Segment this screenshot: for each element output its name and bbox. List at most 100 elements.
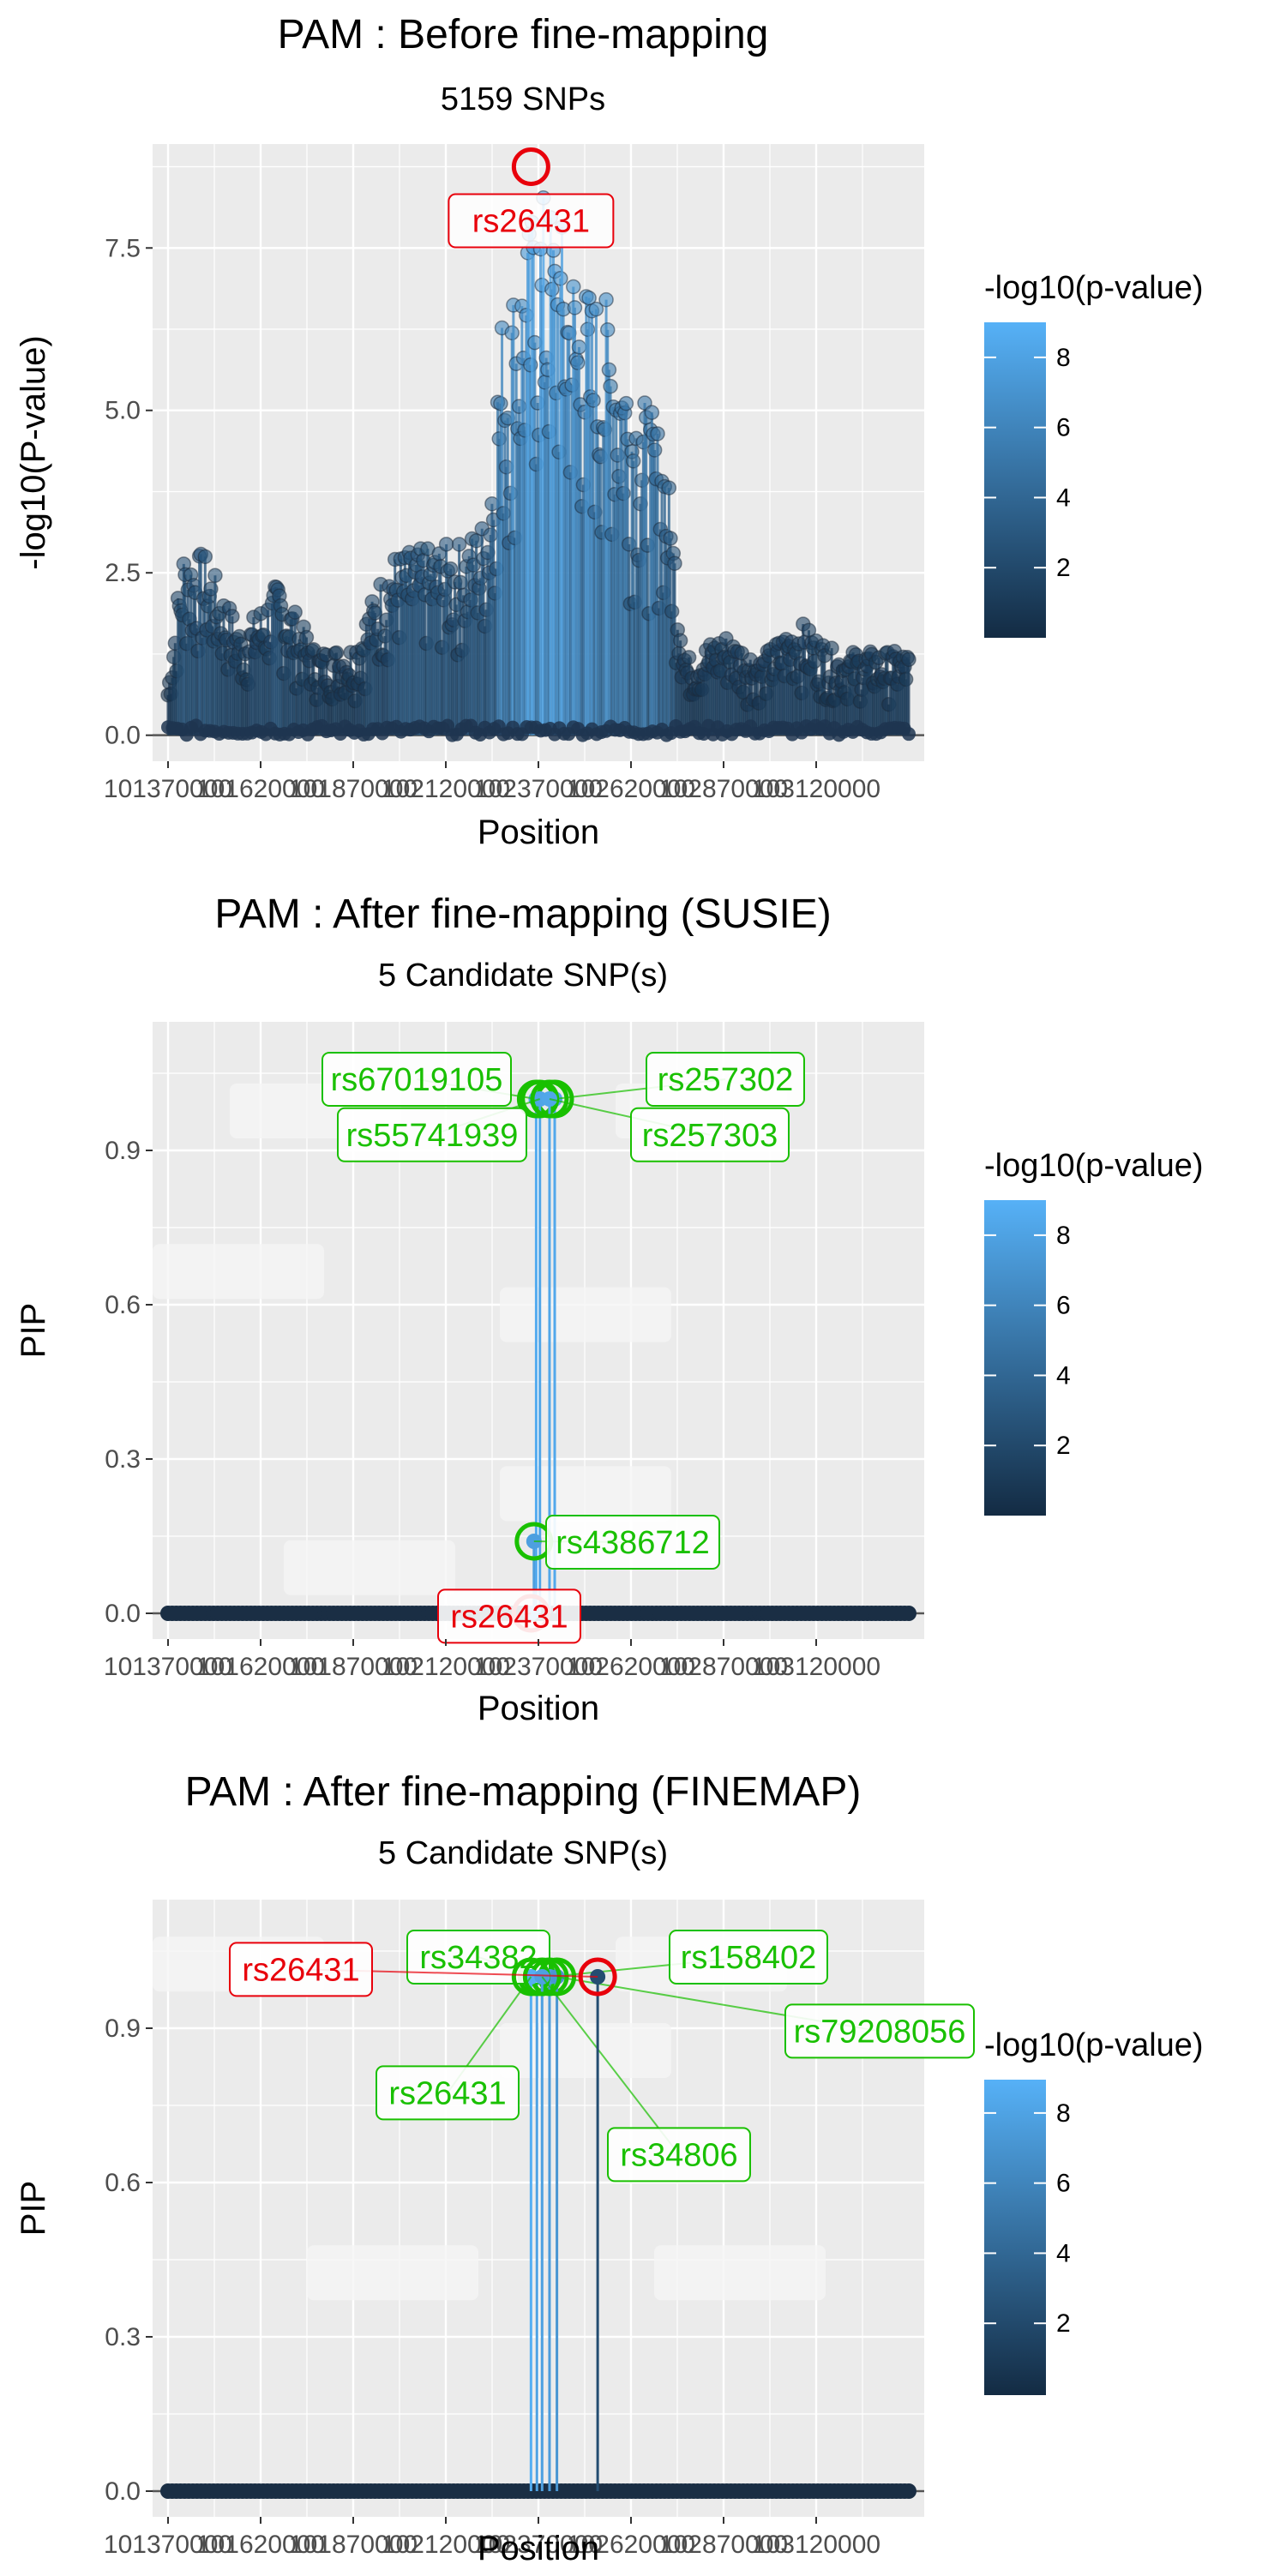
x-tick-label: 101370000 [104,1653,232,1681]
panel-3-title: PAM : After fine-mapping (FINEMAP) [185,1769,862,1815]
snp-point [618,395,634,411]
candidate-label-box [545,1515,720,1570]
lead-snp-label-box [448,193,615,249]
panel-2-legend: -log10(p-value) 2 4 6 8 [984,1148,1204,1516]
lead-snp-ring [511,147,550,187]
pip-baseline-point [901,1606,916,1621]
snp-point [650,426,665,441]
candidate-label-box [437,1588,581,1644]
legend-3-ticks: 2 4 6 8 [984,2099,1071,2338]
snp-point [625,453,641,469]
candidate-label: rs26431 [242,1952,359,1988]
snp-point [646,442,663,458]
x-tick-label: 102870000 [659,1653,788,1681]
snp-point [225,609,240,624]
panel-1-title: PAM : Before fine-mapping [278,12,769,57]
snp-point [553,270,568,286]
panel-1: PAM : Before fine-mapping 5159 SNPs rs26… [15,12,1204,851]
candidate-label-box [322,1052,512,1107]
candidate-label-box [646,1052,805,1107]
snp-point [598,291,614,308]
candidate-label-box [630,1107,790,1162]
candidate-label: rs79208056 [794,2014,966,2050]
x-tick-label: 103120000 [752,1653,880,1681]
legend-1-ticks: 2 4 6 8 [984,344,1071,582]
snp-point [644,405,660,420]
candidate-label: rs34806 [620,2137,737,2173]
x-tick-label: 101620000 [196,775,325,803]
candidate-label-box [784,2003,975,2059]
candidate-label: rs26431 [388,2075,506,2111]
legend-tick-label: 8 [1056,2099,1071,2128]
x-tick-label: 101620000 [196,2531,325,2559]
legend-2-ticks: 2 4 6 8 [984,1222,1071,1460]
x-tick-label: 103120000 [752,775,880,803]
panel-2-subtitle: 5 Candidate SNP(s) [378,958,668,994]
legend-tick-label: 2 [1056,1432,1071,1460]
snp-point [207,567,223,583]
snp-point [287,604,303,620]
legend-3-colorbar [984,2080,1046,2395]
panel-2-y-axis-label: PIP [15,1303,52,1358]
x-tick-label: 102370000 [474,1653,603,1681]
snp-point [571,339,587,355]
candidate-label-box [607,2127,751,2183]
panel-3-subtitle: 5 Candidate SNP(s) [378,1835,668,1871]
ghost-label-box [654,2245,826,2301]
candidate-label-box [229,1942,373,1997]
x-tick-label: 102120000 [382,775,510,803]
panel-3-x-axis-label: Position [478,2530,599,2567]
panel-3-marks: rs34382 rs158402 rs79208056 rs26431 rs34806 r… [153,1930,975,2499]
panel-1-axes: 0.02.55.07.51013700001016200001018700001… [104,234,880,803]
legend-tick-label: 8 [1056,344,1071,372]
panel-1-legend: -log10(p-value) 2 4 6 8 [984,270,1204,638]
panel-3: PAM : After fine-mapping (FINEMAP) 5 Can… [15,1769,1204,2567]
candidate-label: rs257302 [658,1062,793,1098]
ghost-label-box [500,1466,671,1522]
snp-point [901,652,916,668]
legend-3-title: -log10(p-value) [984,2027,1204,2063]
legend-1-colorbar [984,322,1046,638]
candidate-label: rs55741939 [346,1118,519,1154]
ghost-label-box [153,1244,324,1300]
snp-point [667,555,682,571]
panel-3-legend: -log10(p-value) 2 4 6 8 [984,2027,1204,2395]
panel-1-marks: rs26431 [153,147,924,742]
snp-point [298,629,315,646]
snp-point [197,549,213,565]
y-tick-label: 0.6 [105,1291,141,1319]
y-tick-label: 0.9 [105,1137,141,1165]
legend-2-colorbar [984,1200,1046,1516]
candidate-label: rs158402 [681,1940,816,1976]
panel-1-y-axis-label: -log10(P-value) [15,335,52,569]
snp-point [588,301,604,317]
snp-point [567,300,583,315]
snp-point [566,279,581,295]
x-tick-label: 102870000 [659,2531,788,2559]
y-tick-label: 7.5 [105,234,141,262]
candidate-label: rs4386712 [556,1525,710,1561]
ghost-label-box [500,2023,671,2078]
snp-point [681,650,697,665]
panel-3-axes: 0.00.30.60.91013700001016200001018700001… [104,2015,880,2559]
panel-2-axes: 0.00.30.60.91013700001016200001018700001… [104,1137,880,1681]
label-connector [541,1976,680,2156]
snp-point [601,362,617,378]
candidate-label-box [337,1107,527,1162]
x-tick-label: 101870000 [289,2531,418,2559]
snp-point [898,671,914,688]
snp-point [603,378,618,394]
y-tick-label: 0.0 [105,2477,141,2506]
x-tick-label: 102120000 [382,2531,510,2559]
snp-point [586,393,601,408]
x-tick-label: 102120000 [382,1653,510,1681]
candidate-ring [530,1079,569,1119]
snp-point [328,645,345,661]
pip-baseline-point [901,2483,916,2499]
legend-tick-label: 2 [1056,2309,1071,2338]
legend-tick-label: 8 [1056,1222,1071,1250]
snp-point [664,603,680,619]
y-tick-label: 0.9 [105,2015,141,2043]
